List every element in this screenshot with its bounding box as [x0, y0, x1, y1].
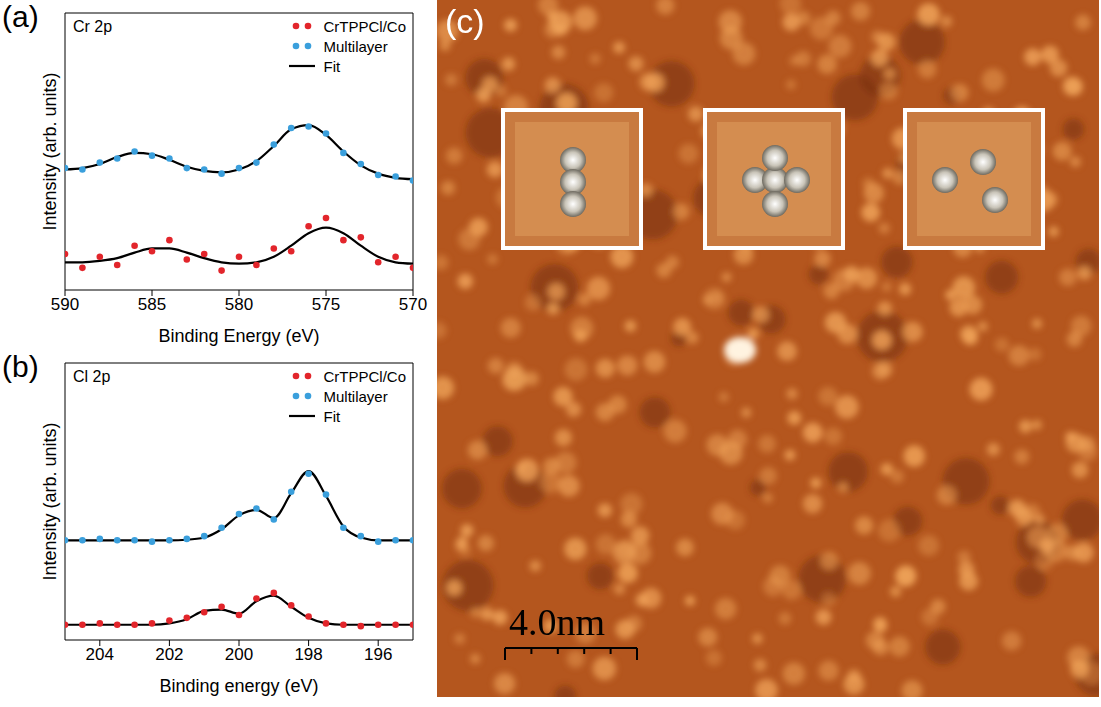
html-text:(c): (c): [445, 2, 485, 40]
html-text:(b): (b): [2, 350, 39, 383]
html-text:Cr 2p: Cr 2p: [73, 18, 113, 35]
svg-text:Binding energy (eV): Binding energy (eV): [159, 676, 318, 696]
svg-text:202: 202: [155, 645, 183, 664]
html-text:Fit: Fit: [323, 407, 341, 425]
svg-text:Intensity (arb. units): Intensity (arb. units): [40, 422, 60, 580]
html-text:CrTPPCl/Co: CrTPPCl/Co: [323, 367, 406, 385]
html-text:Cl 2p: Cl 2p: [73, 368, 111, 385]
html-text:(a): (a): [2, 0, 39, 33]
svg-text:198: 198: [294, 645, 322, 664]
html-text:Multilayer: Multilayer: [323, 37, 388, 55]
svg-text:200: 200: [225, 645, 253, 664]
svg-text:575: 575: [312, 295, 340, 314]
svg-text:196: 196: [364, 645, 392, 664]
svg-text:Binding Energy (eV): Binding Energy (eV): [158, 326, 319, 346]
svg-text:Intensity (arb. units): Intensity (arb. units): [40, 72, 60, 230]
svg-text:204: 204: [86, 645, 114, 664]
html-text:Multilayer: Multilayer: [323, 387, 388, 405]
svg-text:580: 580: [225, 295, 253, 314]
html-text:4.0nm: 4.0nm: [509, 601, 606, 643]
svg-text:585: 585: [138, 295, 166, 314]
html-text:Fit: Fit: [323, 57, 341, 75]
svg-text:590: 590: [51, 295, 79, 314]
html-text:CrTPPCl/Co: CrTPPCl/Co: [323, 17, 406, 35]
svg-text:570: 570: [399, 295, 427, 314]
